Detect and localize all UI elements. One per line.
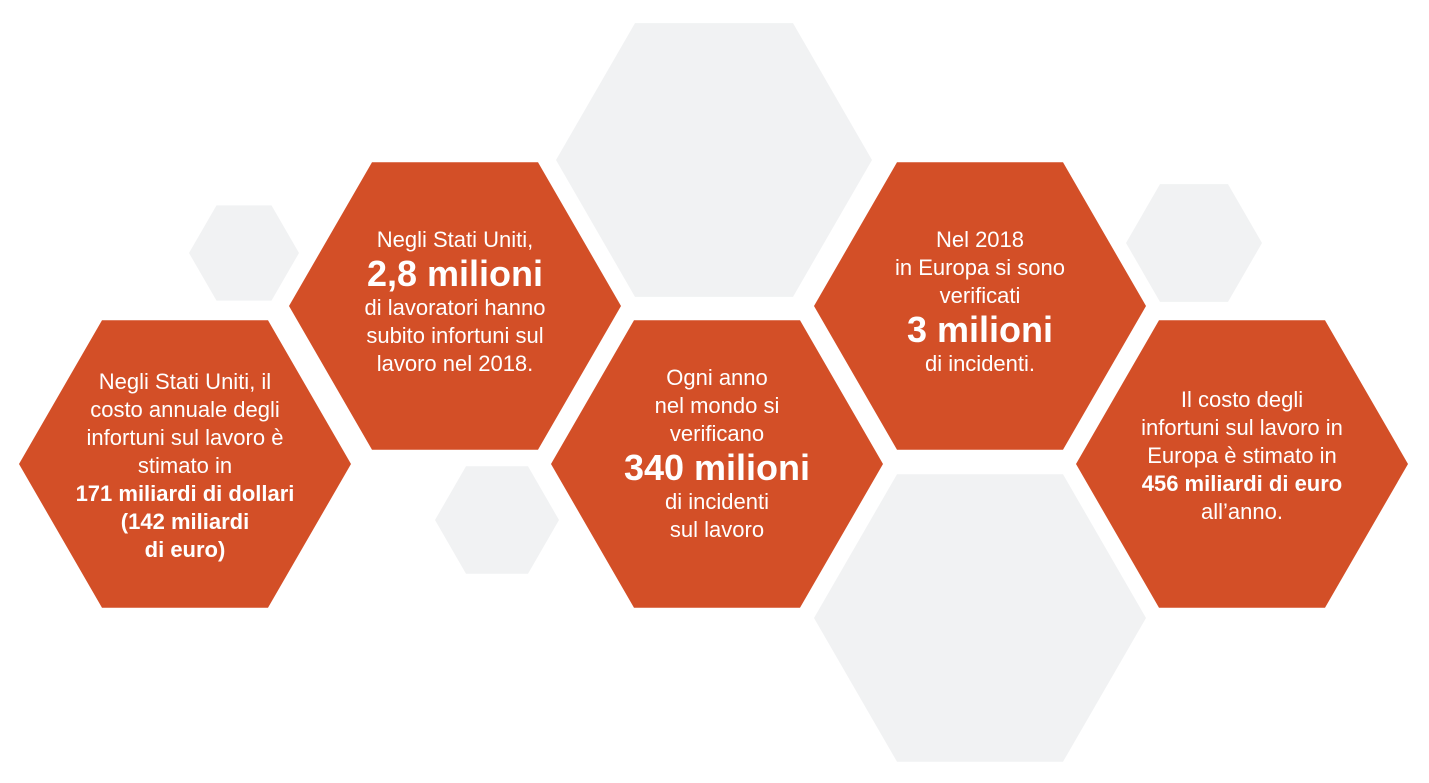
decorative-hexagon [556, 23, 872, 297]
stat-hexagon [551, 320, 883, 608]
card-text-line: sul lavoro [669, 517, 765, 542]
card-text-line: all’anno. [1201, 499, 1283, 524]
card-highlight: (142 miliardi [120, 509, 250, 534]
stat-hexagon [289, 162, 621, 450]
card-us-annual-cost: Negli Stati Uniti, il costo annuale degli… [35, 368, 335, 564]
card-text-line: verificati [939, 283, 1021, 308]
card-text-line: di incidenti [665, 489, 769, 514]
decorative-hexagon [814, 474, 1146, 762]
card-text-line: in Europa si sono [895, 255, 1065, 280]
card-text-line: Il costo degli [1180, 387, 1304, 412]
decorative-hexagon [189, 205, 299, 301]
stat-hexagon [19, 320, 351, 608]
card-highlight: 171 miliardi di dollari [75, 481, 295, 506]
stat-hexagon [1076, 320, 1408, 608]
decorative-hexagon [435, 466, 559, 574]
card-text-line: verificano [669, 421, 765, 446]
card-text-line: lavoro nel 2018. [376, 351, 534, 376]
stat-hexagon [814, 162, 1146, 450]
card-us-injured-workers: Negli Stati Uniti, 2,8 milioni di lavorato… [305, 226, 605, 378]
card-highlight: 2,8 milioni [366, 253, 544, 294]
card-text-line: di lavoratori hanno [364, 295, 546, 320]
decorative-hexagon [1126, 184, 1262, 302]
card-highlight: 3 milioni [906, 309, 1054, 350]
card-text-line: subito infortuni sul [366, 323, 544, 348]
card-highlight: 340 milioni [623, 447, 811, 488]
card-highlight: 456 miliardi di euro [1141, 471, 1343, 496]
card-text-line: di incidenti. [924, 351, 1036, 376]
card-text-line: stimato in [137, 453, 233, 478]
card-text-line: Ogni anno [666, 365, 768, 390]
card-europe-incidents: Nel 2018 in Europa si sono verificati 3 mil… [830, 226, 1130, 378]
card-highlight: di euro) [144, 537, 226, 562]
card-text-line: nel mondo si [654, 393, 780, 418]
card-text-line: Europa è stimato in [1147, 443, 1337, 468]
card-text-line: infortuni sul lavoro è [86, 425, 284, 450]
card-text-line: costo annuale degli [90, 397, 280, 422]
card-text-line: infortuni sul lavoro in [1141, 415, 1343, 440]
card-text-line: Negli Stati Uniti, [376, 227, 534, 252]
card-text-line: Nel 2018 [935, 227, 1025, 252]
card-europe-cost: Il costo degli infortuni sul lavoro in Eur… [1092, 386, 1392, 526]
card-world-incidents: Ogni anno nel mondo si verificano 340 milio… [567, 364, 867, 544]
card-text-line: Negli Stati Uniti, il [98, 369, 272, 394]
